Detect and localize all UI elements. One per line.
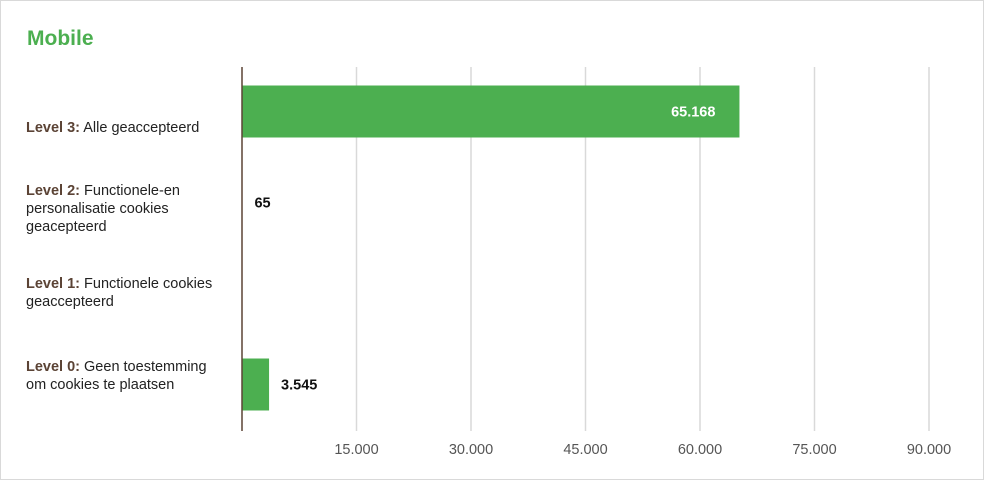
x-tick-label: 75.000 [792, 442, 836, 458]
bar [242, 85, 740, 138]
category-label-level-3: Level 3: Alle geaccepteerd [26, 119, 236, 137]
category-text: Functionele cookies geaccepteerd [26, 276, 213, 310]
category-text: Functionele-en personalisatie cookies ge… [26, 183, 180, 235]
bar [242, 358, 270, 411]
bar-value-label: 65.168 [671, 105, 715, 121]
category-label-level-1: Level 1: Functionele cookies geaccepteer… [26, 275, 231, 311]
x-tick-label: 45.000 [563, 442, 607, 458]
x-tick-label: 30.000 [449, 442, 493, 458]
level-tag: Level 3: [26, 120, 80, 136]
category-label-level-2: Level 2: Functionele-en personalisatie c… [26, 182, 216, 236]
level-tag: Level 1: [26, 276, 80, 292]
category-text: Alle geaccepteerd [83, 120, 200, 136]
level-tag: Level 2: [26, 183, 80, 199]
bar-value-label: 3.545 [281, 378, 317, 394]
bar-value-label: 65 [254, 196, 270, 212]
level-tag: Level 0: [26, 359, 80, 375]
category-label-level-0: Level 0: Geen toestemming om cookies te … [26, 358, 226, 394]
category-text: Geen toestemming om cookies te plaatsen [26, 359, 207, 393]
x-tick-label: 90.000 [907, 442, 951, 458]
chart-title: Mobile [27, 27, 94, 50]
x-tick-label: 15.000 [334, 442, 378, 458]
x-tick-label: 60.000 [678, 442, 722, 458]
